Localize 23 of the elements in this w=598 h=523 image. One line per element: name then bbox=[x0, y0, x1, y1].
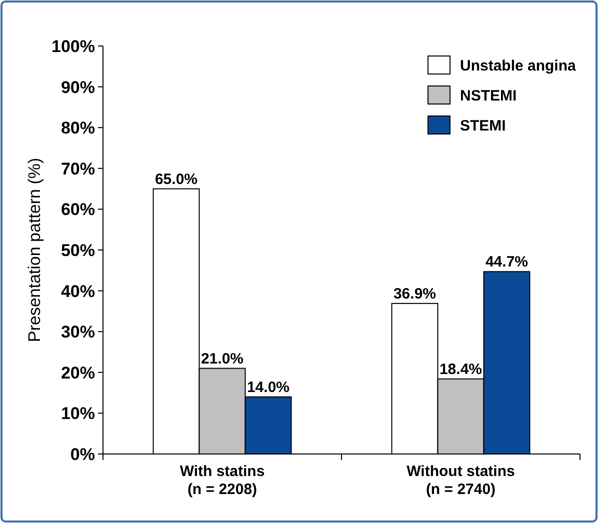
data-label: 18.4% bbox=[439, 360, 482, 378]
data-label: 36.9% bbox=[393, 285, 436, 302]
y-tick-label: 70% bbox=[60, 159, 95, 178]
y-tick-label: 80% bbox=[60, 118, 95, 138]
y-tick-label: 30% bbox=[60, 322, 95, 342]
y-tick-label: 40% bbox=[60, 282, 95, 301]
x-tick-label: Without statins (n = 2740) bbox=[406, 463, 515, 498]
legend-label: STEMI bbox=[460, 117, 506, 134]
data-label: 21.0% bbox=[200, 350, 244, 368]
legend-label: Unstable angina bbox=[460, 57, 577, 74]
y-tick-label: 60% bbox=[60, 200, 95, 220]
y-tick-label: 50% bbox=[60, 240, 95, 260]
y-tick-label: 90% bbox=[60, 78, 95, 97]
y-tick-label: 100% bbox=[52, 36, 95, 56]
y-tick-label: 20% bbox=[60, 363, 95, 382]
data-label: 14.0% bbox=[246, 378, 290, 396]
y-axis-title: Presentation pattern (%) bbox=[25, 158, 44, 342]
data-label: 44.7% bbox=[485, 254, 528, 271]
y-tick-label: 0% bbox=[70, 444, 95, 464]
legend-label: NSTEMI bbox=[460, 87, 517, 104]
x-tick-label: With statins (n = 2208) bbox=[180, 463, 265, 498]
y-tick-label: 10% bbox=[60, 404, 95, 424]
data-label: 65.0% bbox=[154, 170, 198, 188]
